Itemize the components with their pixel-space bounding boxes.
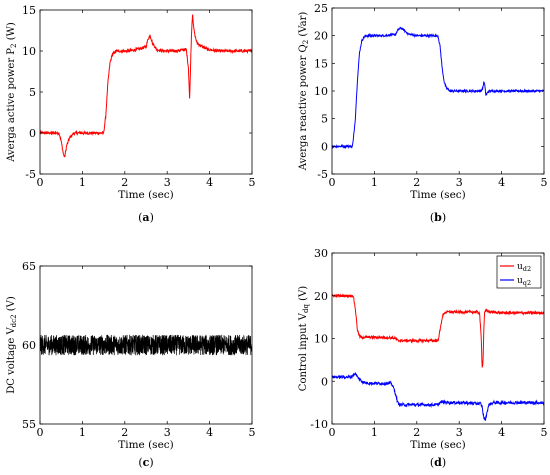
legend-box-d bbox=[496, 255, 542, 289]
y-axis-label-a: Averga active power P2 (W) bbox=[6, 22, 18, 163]
panel-caption-b: (b) bbox=[430, 211, 446, 224]
y-tick-label-b-1: 0 bbox=[321, 140, 328, 153]
x-tick-label-c-1: 1 bbox=[79, 426, 86, 439]
panel-caption-a: (a) bbox=[138, 211, 154, 224]
y-tick-label-b-0: -5 bbox=[317, 168, 328, 181]
y-tick-label-a-3: 10 bbox=[22, 45, 36, 58]
y-tick-label-b-5: 20 bbox=[314, 30, 328, 43]
y-tick-label-d-0: -10 bbox=[310, 418, 328, 431]
x-tick-label-a-0: 0 bbox=[37, 176, 44, 189]
y-tick-label-c-2: 65 bbox=[22, 260, 36, 273]
x-axis-label-b: Time (sec) bbox=[410, 189, 466, 201]
x-tick-label-c-3: 3 bbox=[164, 426, 171, 439]
x-tick-label-c-2: 2 bbox=[121, 426, 128, 439]
x-tick-label-a-4: 4 bbox=[206, 176, 213, 189]
y-tick-label-d-1: 0 bbox=[321, 375, 328, 388]
x-tick-label-c-5: 5 bbox=[249, 426, 256, 439]
x-tick-label-b-1: 1 bbox=[371, 176, 378, 189]
y-tick-label-d-4: 30 bbox=[314, 247, 328, 260]
y-tick-label-b-3: 10 bbox=[314, 85, 328, 98]
x-axis-label-c: Time (sec) bbox=[118, 439, 174, 451]
panel-caption-d: (d) bbox=[430, 456, 446, 469]
x-tick-label-b-5: 5 bbox=[541, 176, 548, 189]
series-line-d-1 bbox=[332, 372, 544, 421]
x-tick-label-d-2: 2 bbox=[413, 426, 420, 439]
y-tick-label-d-2: 10 bbox=[314, 333, 328, 346]
y-tick-label-b-4: 15 bbox=[314, 57, 328, 70]
x-tick-label-b-4: 4 bbox=[498, 176, 505, 189]
y-axis-label-c: DC voltage Vdc2 (V) bbox=[6, 296, 18, 394]
x-tick-label-a-5: 5 bbox=[249, 176, 256, 189]
x-tick-label-d-0: 0 bbox=[329, 426, 336, 439]
legend-label-d-1: uq2 bbox=[517, 276, 531, 287]
y-tick-label-c-1: 60 bbox=[22, 339, 36, 352]
x-tick-label-d-3: 3 bbox=[456, 426, 463, 439]
y-tick-label-d-3: 20 bbox=[314, 290, 328, 303]
x-tick-label-d-5: 5 bbox=[541, 426, 548, 439]
x-tick-label-c-0: 0 bbox=[37, 426, 44, 439]
y-tick-label-a-1: 0 bbox=[29, 127, 36, 140]
y-tick-label-a-0: -5 bbox=[25, 168, 36, 181]
y-tick-label-a-4: 15 bbox=[22, 4, 36, 17]
x-tick-label-c-4: 4 bbox=[206, 426, 213, 439]
legend-label-d-0: ud2 bbox=[517, 262, 531, 273]
axes-frame-a bbox=[39, 9, 253, 175]
x-axis-label-d: Time (sec) bbox=[410, 439, 466, 451]
panel-caption-c: (c) bbox=[138, 456, 153, 469]
series-line-c-0 bbox=[40, 334, 252, 356]
x-axis-label-a: Time (sec) bbox=[118, 189, 174, 201]
y-tick-label-c-0: 55 bbox=[22, 418, 36, 431]
x-tick-label-a-2: 2 bbox=[121, 176, 128, 189]
y-tick-label-b-2: 5 bbox=[321, 113, 328, 126]
x-tick-label-a-3: 3 bbox=[164, 176, 171, 189]
x-tick-label-d-1: 1 bbox=[371, 426, 378, 439]
x-tick-label-b-0: 0 bbox=[329, 176, 336, 189]
series-line-d-0 bbox=[332, 293, 544, 369]
y-axis-label-d: Control input Vdq (V) bbox=[298, 286, 310, 391]
y-axis-label-b: Averga reactive power Q2 (Var) bbox=[298, 12, 310, 172]
x-tick-label-b-2: 2 bbox=[413, 176, 420, 189]
series-line-a-0 bbox=[40, 14, 252, 158]
x-tick-label-a-1: 1 bbox=[79, 176, 86, 189]
y-tick-label-b-6: 25 bbox=[314, 2, 328, 15]
x-tick-label-d-4: 4 bbox=[498, 426, 505, 439]
x-tick-label-b-3: 3 bbox=[456, 176, 463, 189]
y-tick-label-a-2: 5 bbox=[29, 86, 36, 99]
series-line-b-0 bbox=[332, 26, 544, 150]
